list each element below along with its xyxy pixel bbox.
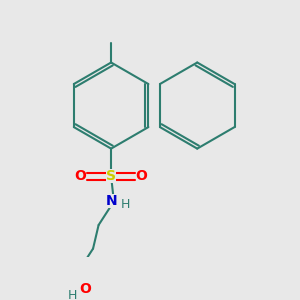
Text: O: O xyxy=(136,169,148,183)
Text: S: S xyxy=(106,169,116,183)
Text: N: N xyxy=(105,194,117,208)
Text: H: H xyxy=(68,290,77,300)
Text: H: H xyxy=(120,198,130,211)
Text: O: O xyxy=(75,169,86,183)
Text: O: O xyxy=(79,282,91,296)
